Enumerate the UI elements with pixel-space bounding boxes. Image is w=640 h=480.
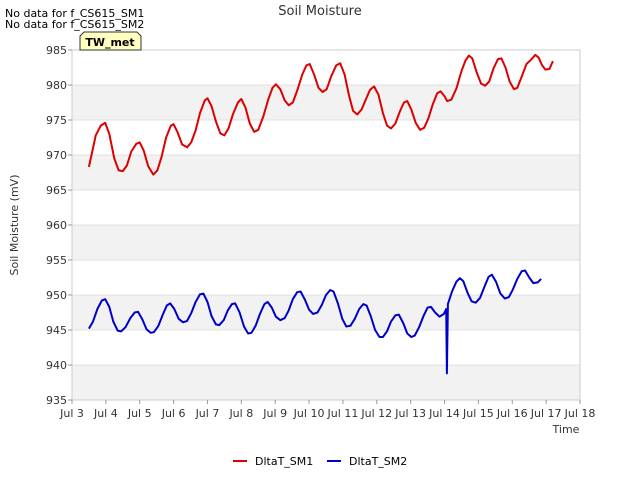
y-tick-label: 980 — [46, 79, 67, 92]
x-tick-label: Jul 3 — [59, 407, 84, 420]
data-series — [87, 53, 554, 375]
x-tick-label: Jul 13 — [394, 407, 426, 420]
x-axis-ticks: Jul 3 Jul 4 Jul 5 Jul 6 Jul 7 Jul 8 Jul 9 Jul 1… — [59, 400, 595, 420]
plot-band — [72, 155, 580, 190]
x-tick-label: Jul 14 — [428, 407, 460, 420]
x-tick-label: Jul 5 — [127, 407, 152, 420]
x-tick-label: Jul 8 — [228, 407, 253, 420]
x-tick-label: Jul 7 — [195, 407, 220, 420]
chart-title: Soil Moisture — [278, 4, 362, 19]
plot-band — [72, 225, 580, 260]
y-tick-label: 970 — [46, 149, 67, 162]
x-tick-label: Jul 12 — [360, 407, 392, 420]
x-tick-label: Jul 11 — [327, 407, 359, 420]
badge-label: TW_met — [85, 36, 134, 49]
x-tick-label: Jul 4 — [93, 407, 118, 420]
x-tick-label: Jul 10 — [293, 407, 325, 420]
y-tick-label: 940 — [46, 359, 67, 372]
y-tick-label: 965 — [46, 184, 67, 197]
y-tick-label: 975 — [46, 114, 67, 127]
no-data-note-sm1: No data for f_CS615_SM1 — [5, 7, 145, 20]
x-axis-title: Time — [552, 423, 580, 436]
y-tick-label: 985 — [46, 44, 67, 57]
y-tick-label: 945 — [46, 324, 67, 337]
x-tick-label: Jul 6 — [161, 407, 186, 420]
tw-met-badge: TW_met — [79, 31, 142, 51]
y-tick-label: 960 — [46, 219, 67, 232]
series-line-dltat_sm2 — [88, 269, 542, 375]
y-tick-label: 935 — [46, 394, 67, 407]
plot-bands — [72, 85, 580, 400]
x-tick-label: Jul 17 — [530, 407, 562, 420]
x-tick-label: Jul 18 — [564, 407, 596, 420]
y-axis-ticks: 935 940 945 950 955 960 965 970 975 980 985 — [46, 44, 72, 407]
plot-band — [72, 365, 580, 400]
no-data-note-sm2: No data for f_CS615_SM2 — [5, 18, 145, 31]
plot-band — [72, 295, 580, 330]
x-tick-label: Jul 9 — [262, 407, 287, 420]
series-line-dltat_sm1 — [87, 53, 554, 176]
y-axis-title: Soil Moisture (mV) — [8, 175, 21, 276]
legend: DltaT_SM1 DltaT_SM2 — [233, 455, 407, 468]
y-tick-label: 950 — [46, 289, 67, 302]
legend-label-sm1: DltaT_SM1 — [255, 455, 313, 468]
legend-label-sm2: DltaT_SM2 — [349, 455, 407, 468]
y-tick-label: 955 — [46, 254, 67, 267]
x-tick-label: Jul 15 — [462, 407, 494, 420]
x-tick-label: Jul 16 — [496, 407, 528, 420]
